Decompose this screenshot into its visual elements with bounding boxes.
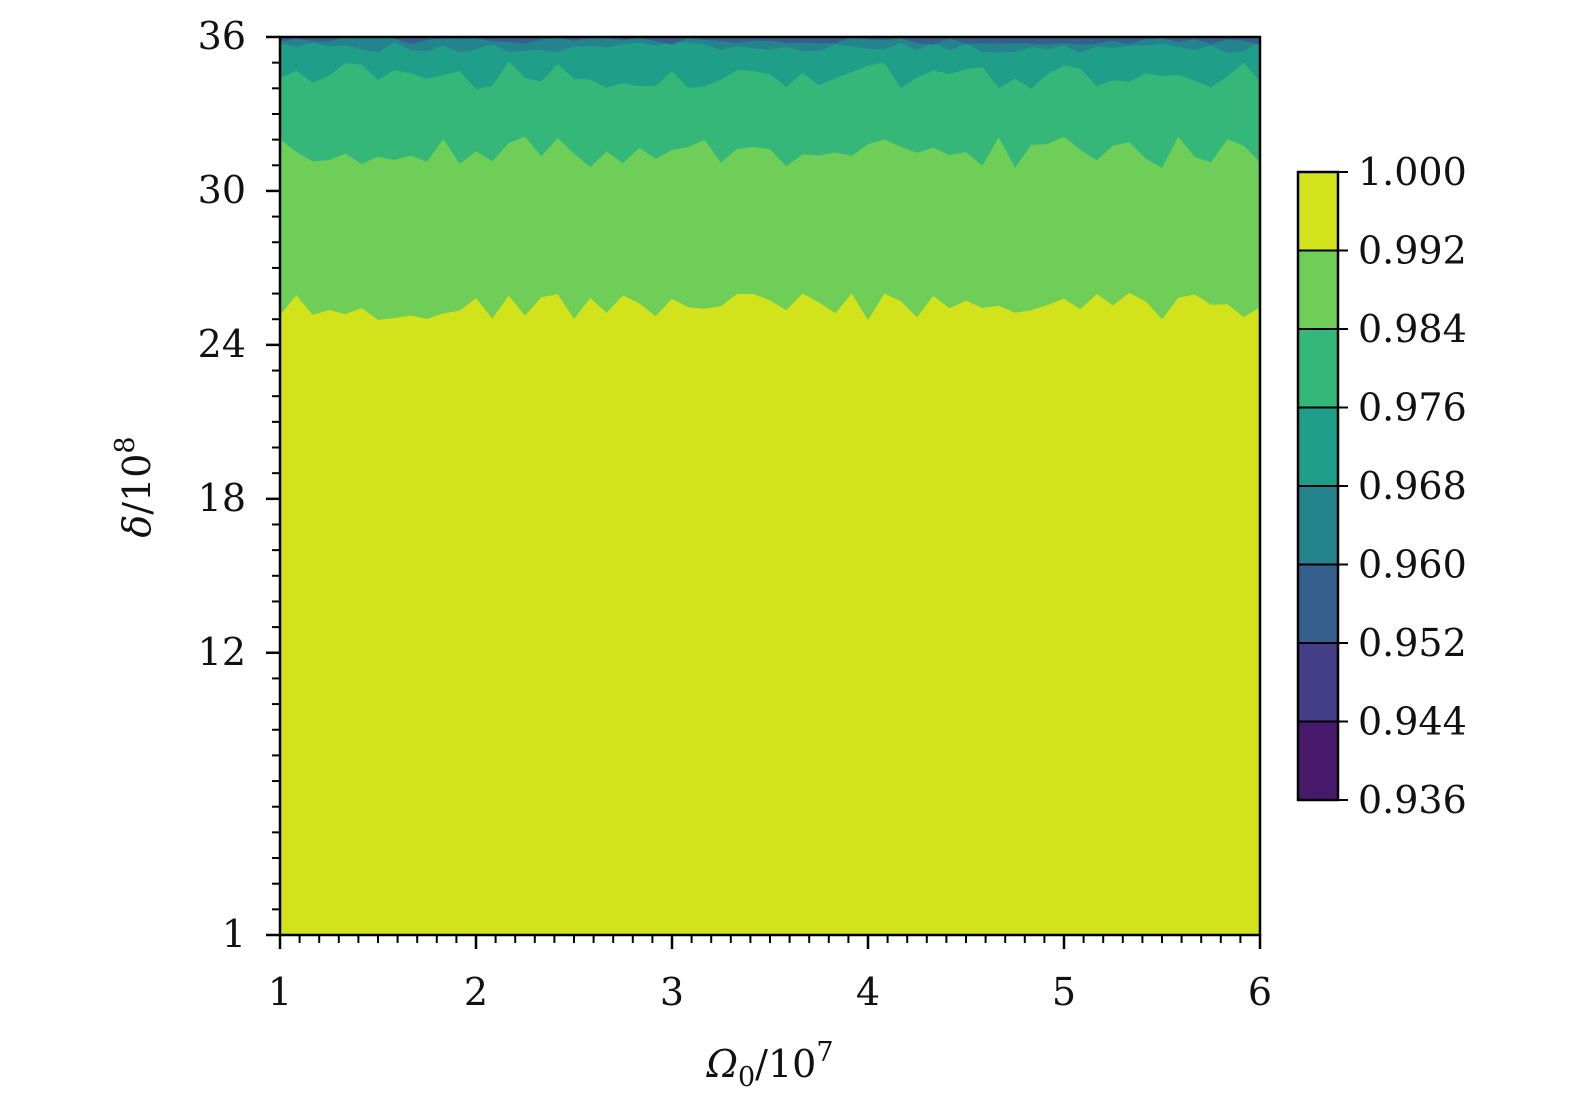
colorbar-segment — [1298, 250, 1338, 329]
y-axis-label: δ/108 — [110, 436, 159, 537]
y-tick-label: 36 — [198, 14, 246, 58]
colorbar-segment — [1298, 329, 1338, 408]
x-tick-label: 4 — [856, 970, 880, 1014]
colorbar-tick-label: 0.936 — [1358, 778, 1467, 822]
x-tick-label: 2 — [464, 970, 488, 1014]
contour-band-0952-0960 — [280, 37, 1260, 45]
colorbar-tick-label: 0.984 — [1358, 307, 1467, 351]
y-tick-label: 18 — [198, 476, 246, 520]
y-axis-label-exponent: 8 — [110, 436, 141, 453]
colorbar-tick-label: 0.976 — [1358, 386, 1467, 430]
x-tick-label: 6 — [1248, 970, 1272, 1014]
colorbar-segment — [1298, 564, 1338, 643]
y-axis-label-divisor: /10 — [115, 454, 159, 515]
colorbar-tick-label: 0.944 — [1358, 700, 1467, 744]
colorbar-segment — [1298, 721, 1338, 800]
colorbar-tick-label: 0.968 — [1358, 464, 1467, 508]
y-tick-label: 1 — [222, 912, 246, 956]
x-axis-label-symbol: Ω — [705, 1042, 738, 1086]
y-axis-label-symbol: δ — [115, 515, 159, 538]
colorbar: 0.936 0.944 0.952 0.960 0.968 0.976 0.984 0.992… — [1296, 150, 1467, 822]
colorbar-tick-label: 1.000 — [1358, 150, 1467, 194]
y-tick-label: 30 — [198, 168, 246, 212]
y-tick-label: 24 — [198, 322, 246, 366]
colorbar-segment — [1298, 407, 1338, 486]
colorbar-segment — [1298, 486, 1338, 565]
colorbar-tick-label: 0.952 — [1358, 621, 1467, 665]
y-axis: 1 12 18 24 30 36 — [198, 14, 280, 956]
x-axis: 1 2 3 4 5 6 — [268, 935, 1272, 1014]
y-tick-label: 12 — [198, 630, 246, 674]
x-tick-label: 1 — [268, 970, 292, 1014]
x-tick-label: 3 — [660, 970, 684, 1014]
x-axis-label-divisor: /10 — [755, 1042, 816, 1086]
colorbar-segment — [1298, 172, 1338, 251]
plot-area — [280, 37, 1260, 935]
x-axis-label-exponent: 7 — [816, 1037, 833, 1068]
colorbar-tick-label: 0.992 — [1358, 229, 1467, 273]
colorbar-segment — [1298, 643, 1338, 722]
colorbar-tick-label: 0.960 — [1358, 543, 1467, 587]
x-tick-label: 5 — [1052, 970, 1076, 1014]
x-axis-label-subscript: 0 — [738, 1062, 755, 1093]
x-axis-label: Ω0/107 — [705, 1037, 833, 1093]
